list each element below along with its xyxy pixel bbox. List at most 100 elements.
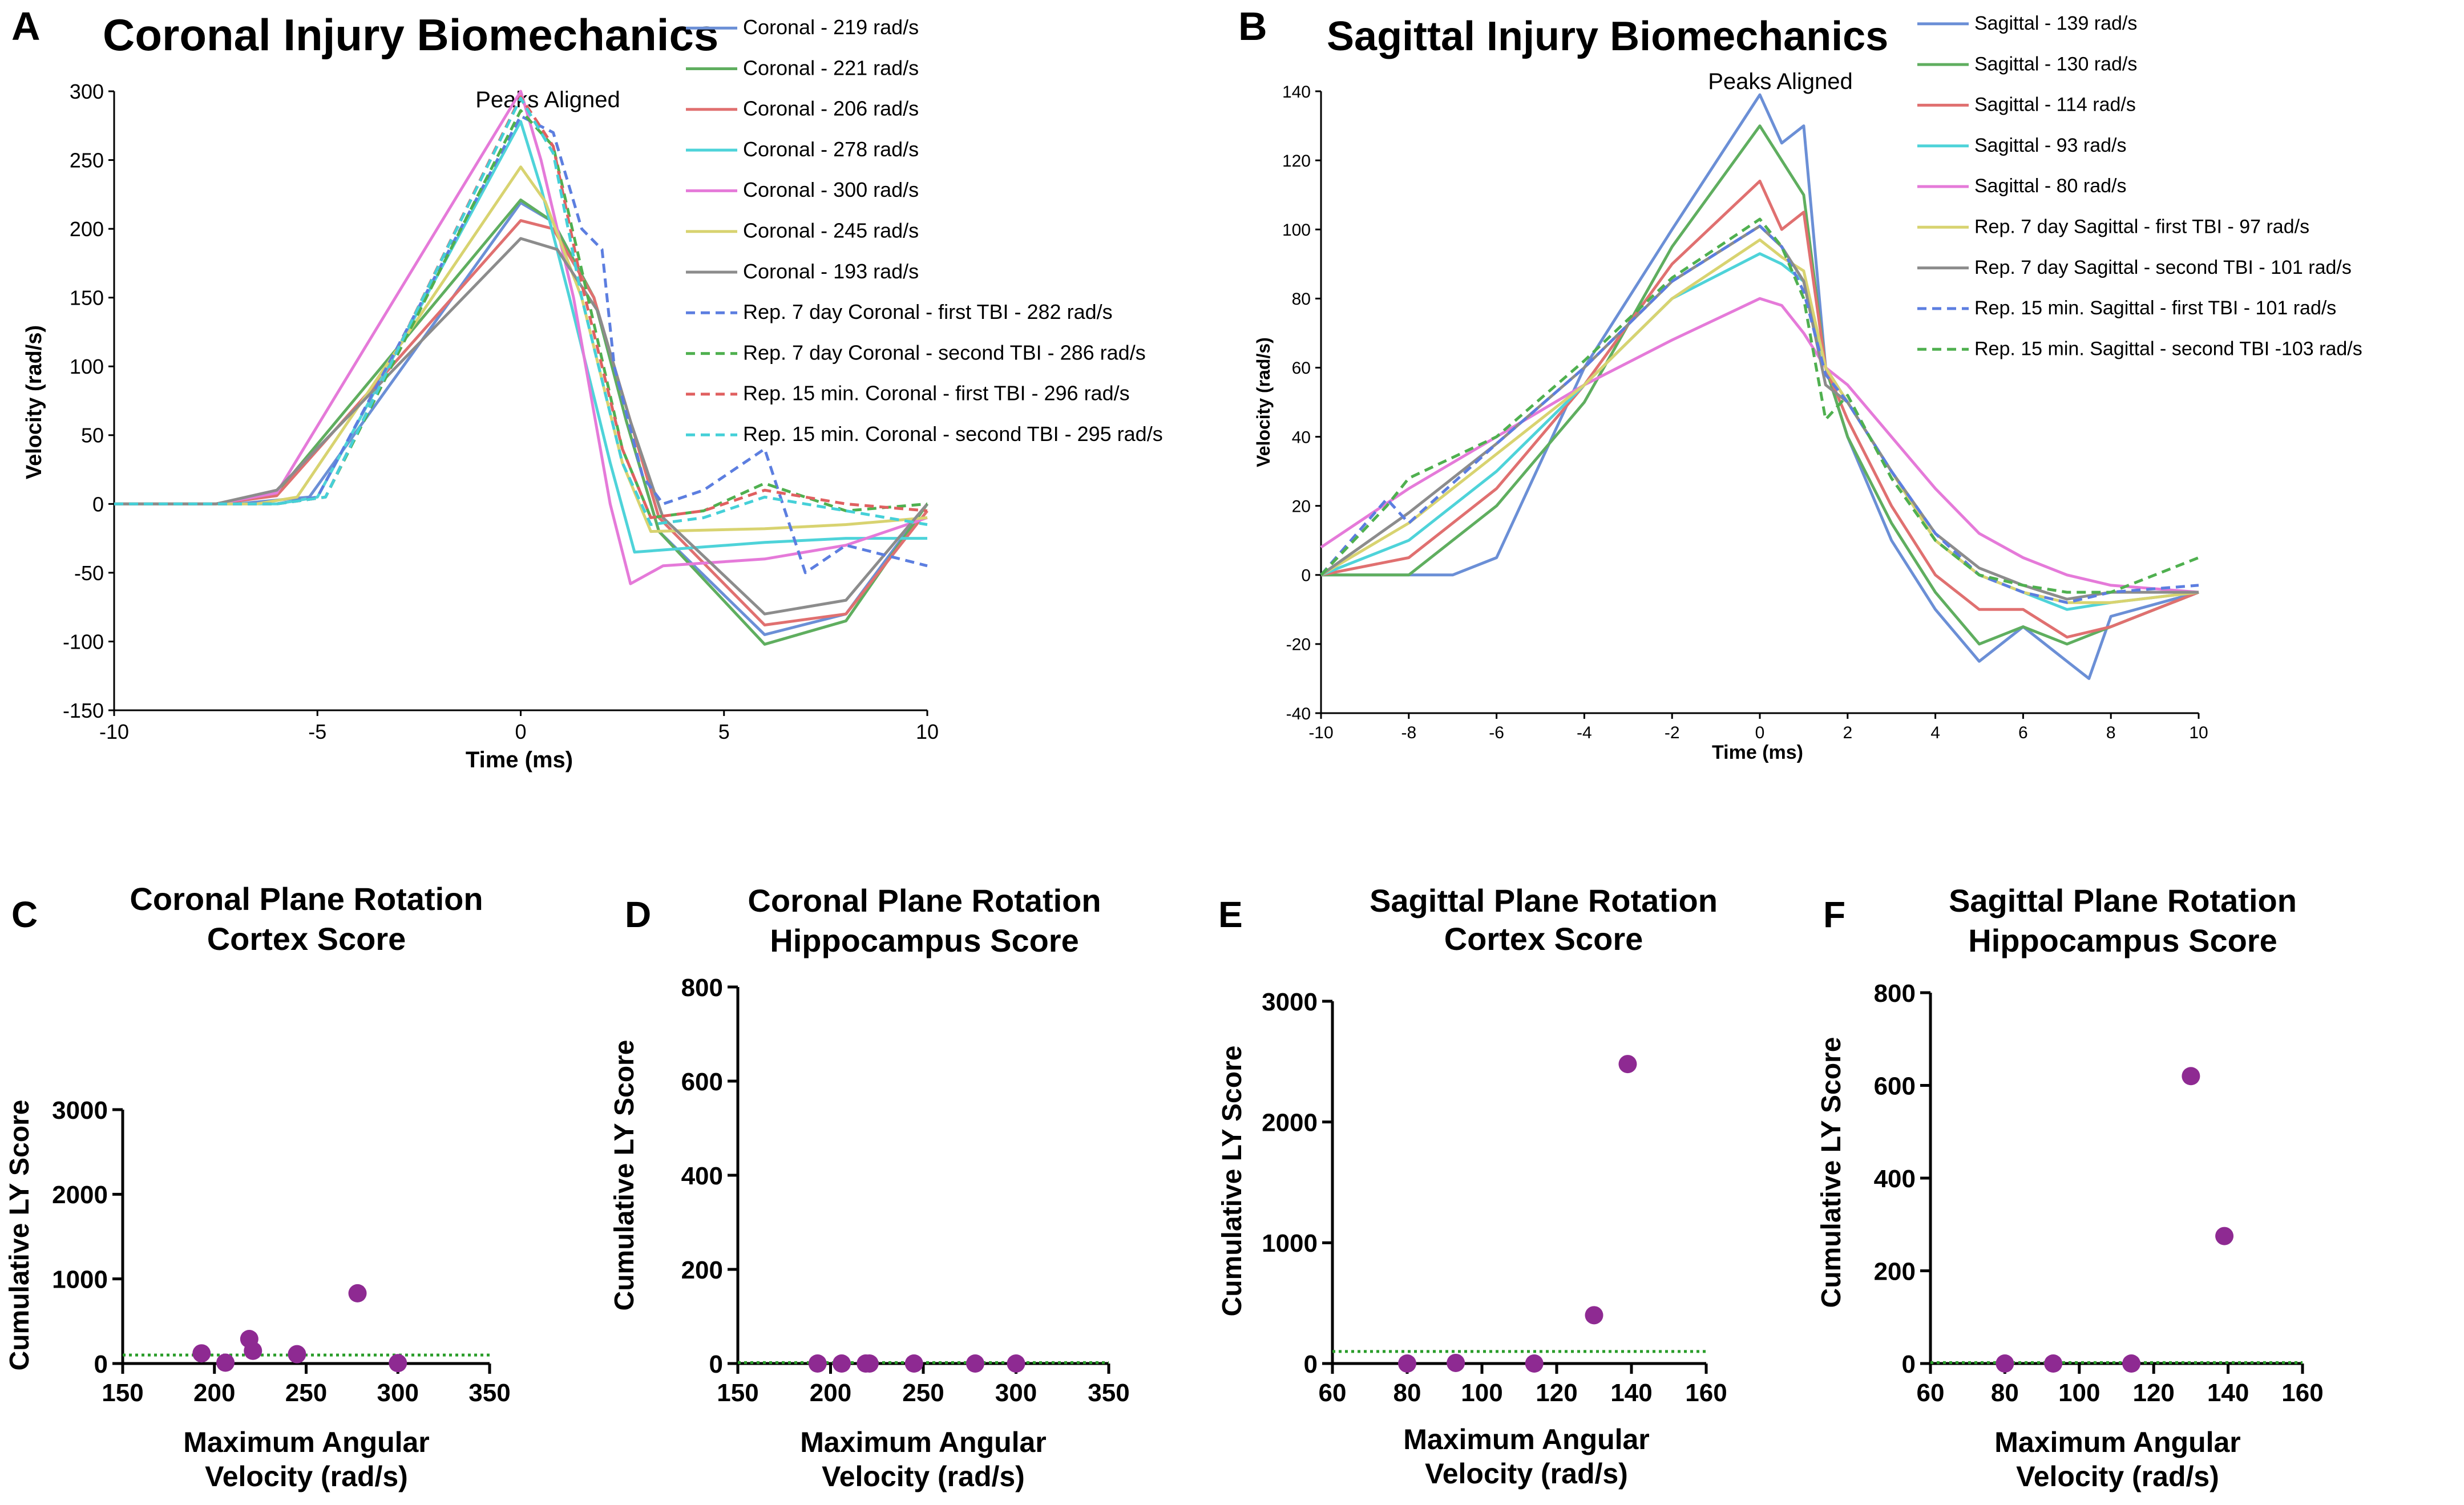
legend-entry-3: Coronal - 206 rad/s [743,97,919,120]
y-tick-label: 140 [1282,83,1311,102]
legend-entry-4: Coronal - 278 rad/s [743,137,919,161]
data-point-2 [216,1353,235,1372]
legend-entry-7: Coronal - 193 rad/s [743,260,919,283]
x-tick-label: -10 [99,720,129,743]
y-tick-label: 0 [1301,567,1311,585]
data-point-4 [860,1354,879,1373]
x-tick-label: 160 [1685,1379,1727,1407]
x-axis-label-line-2: Velocity (rad/s) [822,1461,1025,1492]
y-tick-label: 100 [70,355,104,378]
x-tick-label: -2 [1665,723,1680,742]
series-line-5 [114,90,928,585]
legend-entry-5: Sagittal - 80 rad/s [1974,175,2126,197]
y-tick-label: 800 [681,974,723,1002]
series-line-8 [1320,224,2199,604]
y-axis-label: Velocity (rad/s) [22,325,46,479]
data-point-4 [1585,1306,1603,1325]
data-point-1 [808,1354,827,1373]
legend-entry-5: Coronal - 300 rad/s [743,178,919,201]
data-point-1 [1996,1354,2014,1373]
x-tick-label: 0 [515,720,526,743]
panel-letter-c: C [11,894,38,935]
y-tick-label: 60 [1292,359,1311,378]
panel-e: E 0 1000 2000 3000 60 80 100 120 140 160 Sagittal P… [1217,883,1727,1490]
series-line-10 [114,95,928,519]
x-tick-label: 350 [468,1379,510,1407]
y-axis-label: Cumulative LY Score [5,1100,35,1371]
x-tick-label: 120 [2132,1379,2174,1407]
x-tick-label: 6 [2018,723,2028,742]
peaks-aligned-annotation: Peaks Aligned [475,87,620,112]
panel-letter-a: A [11,4,41,48]
legend-entry-11: Rep. 15 min. Coronal - second TBI - 295 … [743,422,1163,446]
data-point-6 [966,1354,984,1373]
x-axis-label-line-1: Maximum Angular [183,1426,430,1458]
legend-entry-7: Rep. 7 day Sagittal - second TBI - 101 r… [1974,257,2352,278]
y-tick-label: 2000 [52,1181,108,1209]
x-tick-label: 250 [285,1379,327,1407]
x-tick-label: 150 [102,1379,143,1407]
data-point-4 [244,1341,262,1360]
x-tick-label: 2 [1843,723,1852,742]
x-tick-label: 60 [1917,1379,1945,1407]
data-point-3 [2122,1354,2141,1373]
data-point-1 [1398,1354,1416,1373]
panel-d: D 0 200 400 600 800 150 200 250 300 350 Coronal Pla… [609,883,1130,1492]
data-point-7 [1007,1354,1025,1373]
y-tick-label: 150 [70,286,104,310]
chart-title-line-2: Cortex Score [207,921,406,957]
peaks-aligned-annotation: Peaks Aligned [1708,69,1853,94]
y-tick-label: 1000 [52,1266,108,1294]
x-tick-label: 150 [717,1379,758,1407]
legend-entry-1: Sagittal - 139 rad/s [1974,13,2137,34]
chart-title-line-2: Hippocampus Score [770,923,1078,958]
y-axis-label: Cumulative LY Score [609,1040,640,1311]
legend-entry-8: Rep. 15 min. Sagittal - first TBI - 101 … [1974,297,2336,319]
x-tick-label: 8 [2106,723,2116,742]
data-point-1 [192,1344,211,1363]
y-tick-label: 600 [1874,1072,1916,1100]
x-tick-label: 200 [193,1379,235,1407]
data-point-4 [2182,1067,2200,1086]
chart-title-line-2: Cortex Score [1444,921,1643,957]
y-tick-label: 200 [70,217,104,241]
y-axis-label: Velocity (rad/s) [1253,337,1274,467]
chart-title-line-1: Sagittal Plane Rotation [1370,883,1718,919]
legend-entry-1: Coronal - 219 rad/s [743,15,919,39]
y-tick-label: 0 [92,492,104,516]
x-tick-label: 5 [718,720,730,743]
series-line-4 [114,120,927,554]
y-axis-label: Cumulative LY Score [1217,1046,1247,1317]
y-tick-label: 250 [70,149,104,172]
x-tick-label: 10 [2189,723,2208,742]
panel-c: C 0 1000 2000 3000 150 200 250 300 350 Coronal Pla… [5,881,511,1492]
x-tick-label: 100 [1461,1379,1502,1407]
x-tick-label: -10 [1308,723,1333,742]
data-point-2 [1447,1353,1465,1372]
x-tick-label: 140 [1610,1379,1652,1407]
y-tick-label: -100 [63,630,104,653]
x-axis-label: Time (ms) [1712,742,1803,763]
x-tick-label: 140 [2207,1379,2249,1407]
y-tick-label: 1000 [1262,1229,1318,1257]
panel-letter-b: B [1238,4,1267,48]
y-tick-label: 300 [70,80,104,103]
y-tick-label: -20 [1286,636,1311,654]
y-tick-label: 3000 [1262,988,1318,1016]
x-tick-label: 200 [810,1379,851,1407]
legend-entry-9: Rep. 7 day Coronal - second TBI - 286 ra… [743,341,1146,364]
x-tick-label: 350 [1088,1379,1129,1407]
series-line-3 [114,219,928,626]
legend-entry-8: Rep. 7 day Coronal - first TBI - 282 rad… [743,300,1113,323]
legend-entry-3: Sagittal - 114 rad/s [1974,94,2136,116]
data-point-3 [1525,1354,1544,1373]
y-tick-label: 0 [94,1350,108,1378]
x-axis-label-line-2: Velocity (rad/s) [2016,1461,2219,1492]
x-tick-label: 120 [1536,1379,1577,1407]
legend-entry-6: Rep. 7 day Sagittal - first TBI - 97 rad… [1974,216,2309,238]
x-axis-label-line-1: Maximum Angular [1994,1426,2241,1458]
